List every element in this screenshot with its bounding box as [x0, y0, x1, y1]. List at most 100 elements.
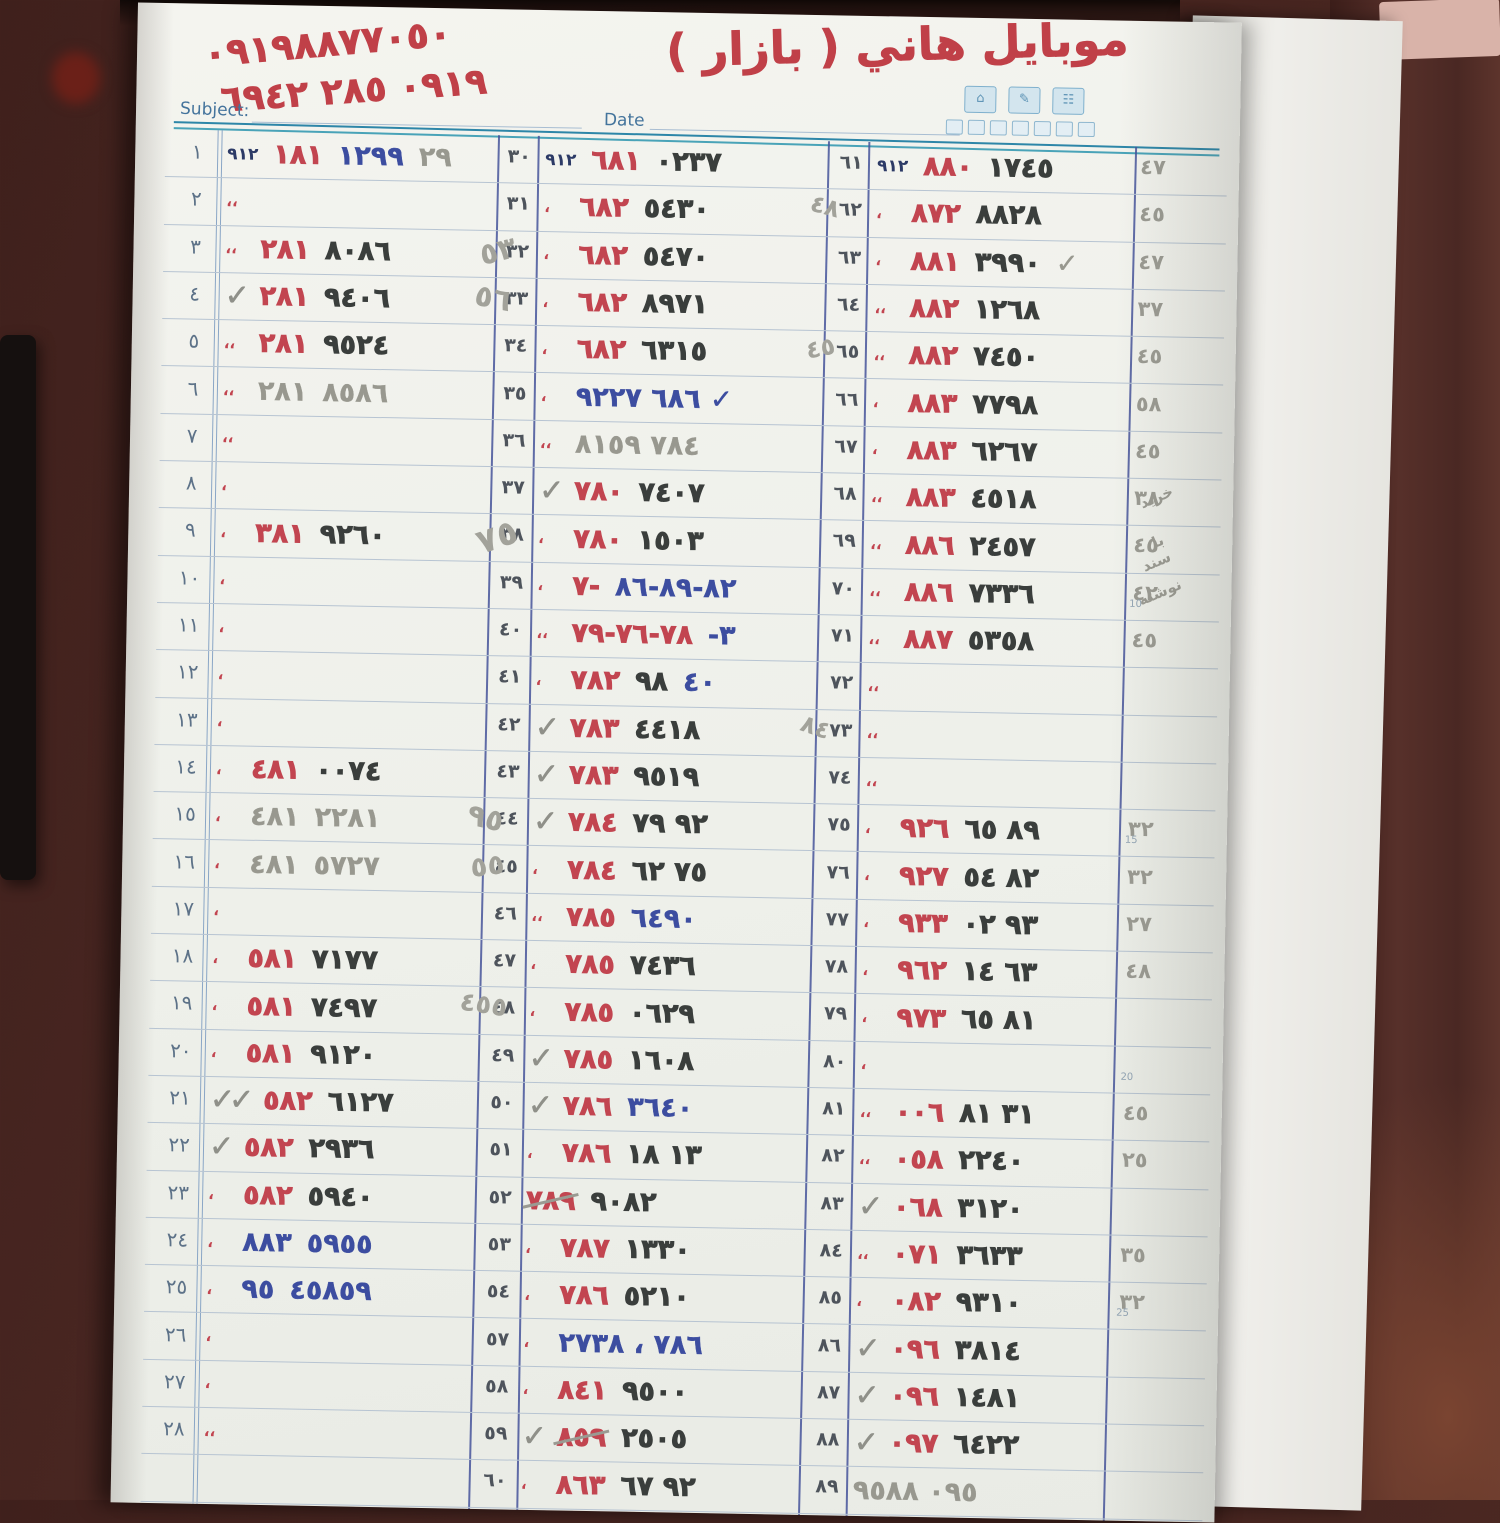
ditto-mark: ،: [863, 866, 871, 885]
phone-entry: ، ٧٨٥ ٠٦٢٩: [529, 987, 808, 1039]
phone-number-part: ٨٢-٨٩-٨٦: [614, 571, 737, 605]
printed-row-number: ١٦: [173, 848, 196, 874]
phone-number-part: ٨٩٧١: [641, 287, 709, 321]
ditto-mark: ،: [861, 1007, 868, 1027]
hand-row-number-col-b: ٦٦: [835, 387, 859, 411]
phone-number-part: ٣١ ٨١: [958, 1097, 1036, 1131]
phone-entry: ✓✓ ٥٨٢ ٦١٢٧: [209, 1076, 478, 1128]
phone-number-part: ٩٧٣: [896, 1002, 947, 1035]
hand-row-number-col-b: ٦٤: [836, 293, 861, 316]
hand-row-number-col-a: ٥٢: [488, 1185, 512, 1209]
phone-entry: ، ٨٦٣ ٩٢ ٦٧: [520, 1460, 799, 1512]
phone-number-part: ٠٠٧٤: [315, 754, 382, 788]
pencil-checkmark: ✓: [533, 756, 554, 793]
phone-number-part: ٧٨٦: [562, 1090, 613, 1123]
phone-number-part: ١٣ ١٨: [626, 1139, 703, 1172]
phone-entry: ✓ ٠٩٦ ١٤٨١: [854, 1372, 1117, 1424]
pencil-checkmark: ✓: [538, 473, 559, 509]
ditto-mark: ،،: [203, 1421, 216, 1440]
hand-row-number-col-a: ٤٦: [493, 902, 518, 925]
subject-label: Subject:: [179, 98, 250, 122]
hand-row-number-col-a: ٥٩: [484, 1422, 508, 1445]
phone-entry: ✓ ٧٨٣ ٤٤١٨: [534, 704, 813, 756]
phone-number-part: ٩٣١٠: [955, 1287, 1022, 1320]
ditto-mark: ،: [211, 996, 218, 1015]
phone-entry: ،، ٨٨٢ ٧٤٥٠: [873, 331, 1136, 383]
printed-row-number: ٦: [187, 376, 199, 401]
phone-number-part: ٦٢٦٧: [971, 435, 1038, 469]
phone-number-part: ٨١ ٦٥: [960, 1003, 1037, 1036]
ditto-mark: ،،: [870, 535, 882, 554]
phone-entry: ، ٨٨٣ ٦٢٦٧: [872, 426, 1135, 478]
hand-row-number-col-b: ٧٥: [827, 813, 851, 836]
phone-entry: ، ٦٨٦ ٩٢٢٧ ✓: [540, 372, 819, 424]
hand-row-number-col-a: ٣٧: [501, 476, 525, 499]
hand-row-number-col-b: ٨٤: [819, 1239, 844, 1262]
printed-row-number: ٢٧: [163, 1369, 186, 1394]
hand-row-number-col-a: ٤٩: [490, 1043, 515, 1067]
notebook-decoration-icon: ☷: [1052, 87, 1085, 115]
ditto-mark: ،،: [868, 629, 881, 648]
phone-entry: ،، ٧٨٥ ٦٤٩٠: [531, 893, 810, 945]
phone-number-part: ٦٣ ١٤: [961, 956, 1038, 989]
ditto-mark: ،: [535, 670, 542, 689]
ditto-mark: ،: [532, 860, 539, 879]
printed-row-number: ٧: [186, 423, 198, 448]
phone-entry: [203, 1454, 472, 1506]
phone-entry: ،، ٢٨١ ٨٥٨٦: [222, 367, 491, 419]
prefix-912: ٩١٢: [545, 149, 577, 171]
date-mini-box: [1055, 121, 1073, 137]
phone-entry: ، ٥٨١ ٩١٢٠: [210, 1029, 479, 1081]
ditto-mark: ،: [540, 387, 547, 406]
phone-number-part: -٣: [707, 620, 736, 652]
hand-row-number-col-b: ٧٤: [828, 766, 852, 789]
phone-number-part: ٣٦٣٣: [956, 1239, 1023, 1272]
ditto-mark: ،: [210, 1043, 217, 1062]
phone-entry: ✓ ٧٨٤ ٩٢ ٧٩: [532, 798, 812, 850]
phone-entry: ، ٨٨٣ ٧٧٩٨: [872, 379, 1135, 431]
printed-row-number: ١٤: [175, 754, 197, 779]
phone-number-part: ٥٨١: [247, 942, 298, 976]
phone-number-part: ٥٩٥٥: [306, 1227, 373, 1261]
prefix-912: ٩١٢: [227, 143, 259, 165]
hand-row-number-col-a: ٥٨: [484, 1374, 509, 1398]
phone-number-part: ١٢٦٨: [973, 293, 1041, 327]
printed-row-number: ٢٤: [166, 1227, 189, 1252]
hand-row-number-col-a: ٦٠: [483, 1469, 507, 1492]
hand-row-number-col-a: ٥٠: [490, 1091, 514, 1114]
hand-row-number-col-a: ٣٥: [503, 381, 527, 405]
ditto-mark: ،: [520, 1474, 527, 1493]
phone-number-part: ٩٥٠٠: [621, 1375, 689, 1408]
phone-number-part: ٢٨١: [257, 375, 308, 408]
ditto-mark: ،،: [531, 907, 543, 926]
pencil-scribble: ٥٦: [471, 277, 515, 320]
pencil-margin-note: ٤٧: [1138, 249, 1165, 274]
phone-entry: ✓ ٧٨٠ ٧٤٠٧: [539, 467, 818, 519]
phone-number-part: ٩٢ ٦٧: [620, 1470, 697, 1503]
printed-line-marker: 15: [1124, 834, 1138, 847]
phone-number-part: ٧-: [572, 570, 601, 602]
phone-number-part: ٣٨١: [255, 517, 306, 550]
phone-entry: ، ٧٨٦ ٥٢١٠: [524, 1271, 803, 1323]
hand-row-number-col-b: ٨٠: [822, 1049, 847, 1073]
hand-row-number-col-b: ٨١: [822, 1097, 846, 1120]
hand-row-number-col-a: ٤١: [497, 665, 522, 688]
phone-number-part: ٨٦٣: [555, 1468, 606, 1502]
pencil-checkmark: ✓: [855, 1330, 875, 1366]
phone-entry: ،: [204, 1360, 473, 1412]
phone-entry: ، ٧٨٤ ٧٥ ٦٢: [532, 845, 811, 897]
phone-number-part: ٦٨٢: [577, 286, 628, 319]
printed-row-number: ١٢: [176, 659, 199, 685]
printed-row-number: ١٠: [178, 565, 201, 590]
phone-entry: ، ٨٨٣ ٥٩٥٥: [207, 1218, 476, 1270]
phone-number-part: ٧٨٧: [559, 1232, 611, 1265]
pencil-margin-note: ٣٢: [1126, 864, 1154, 889]
phone-number-part: ٩١٢٠: [309, 1038, 377, 1071]
pencil-margin-note: ٤٥: [1131, 627, 1158, 653]
hand-row-number-col-a: ٣٤: [503, 334, 528, 357]
phone-entry: ،، ٠٧١ ٣٦٣٣: [857, 1230, 1120, 1282]
phone-number-part: ٧٨٦: [561, 1137, 612, 1171]
phone-entry: ✓ ٧٨٣ ٩٥١٩: [533, 751, 813, 803]
phone-number-part: ٧٨٤: [566, 854, 618, 887]
pencil-margin-note: ٣٨: [1133, 485, 1160, 511]
